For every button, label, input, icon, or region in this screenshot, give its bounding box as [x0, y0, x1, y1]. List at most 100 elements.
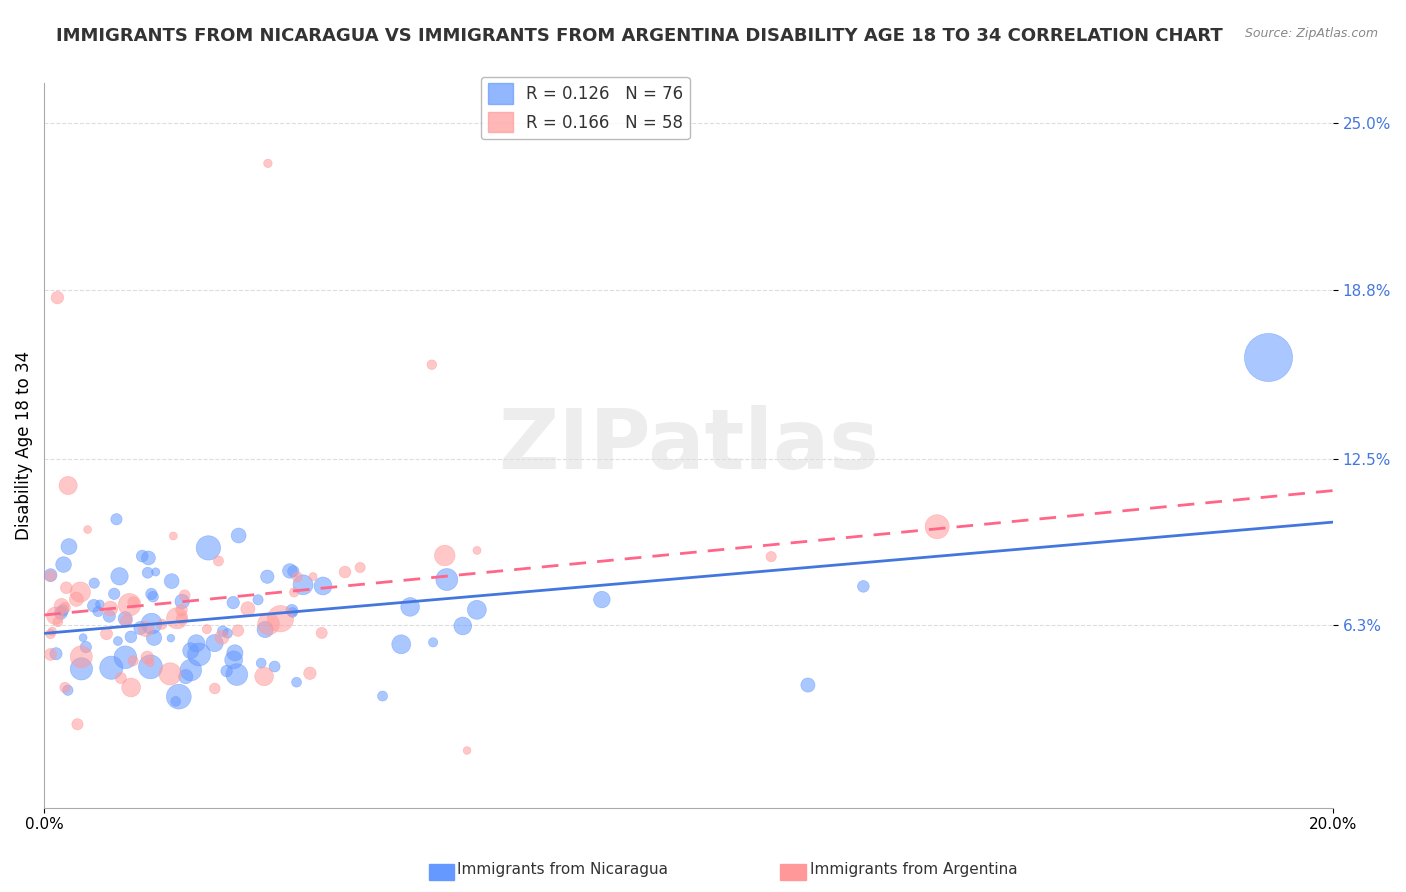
Point: [197, 541, 219, 555]
Text: Immigrants from Nicaragua: Immigrants from Nicaragua: [457, 863, 668, 877]
Point: [52, 558, 75, 572]
Point: [70, 662, 93, 676]
Point: [436, 573, 458, 587]
Point: [292, 578, 315, 592]
Point: [72, 631, 94, 645]
Point: [49, 606, 72, 620]
Point: [254, 623, 277, 637]
Point: [278, 564, 301, 578]
Point: [39, 569, 62, 583]
Point: [39, 627, 62, 641]
Point: [250, 656, 273, 670]
Point: [105, 512, 128, 526]
Point: [170, 603, 193, 617]
Point: [108, 569, 131, 583]
Point: [89, 597, 111, 611]
Point: [142, 590, 165, 604]
Point: [371, 689, 394, 703]
Point: [44, 608, 66, 623]
Point: [70, 649, 93, 664]
Point: [222, 596, 245, 610]
Point: [285, 675, 308, 690]
Point: [170, 612, 193, 626]
Point: [236, 601, 259, 615]
Point: [195, 622, 218, 636]
Point: [53, 681, 76, 695]
Point: [75, 640, 97, 654]
Point: [150, 617, 173, 632]
Point: [115, 614, 138, 628]
Point: [180, 663, 202, 677]
Point: [83, 576, 105, 591]
Point: [298, 666, 321, 681]
Point: [141, 587, 163, 601]
Point: [135, 622, 157, 636]
Point: [145, 565, 167, 579]
Point: [180, 644, 202, 658]
Point: [281, 606, 304, 620]
Point: [98, 601, 121, 615]
Point: [160, 574, 183, 589]
Point: [215, 664, 238, 678]
Point: [399, 599, 422, 614]
Point: [98, 609, 121, 624]
Point: [107, 634, 129, 648]
Point: [852, 579, 875, 593]
Point: [100, 661, 122, 675]
Point: [420, 358, 443, 372]
Point: [136, 566, 159, 580]
Point: [204, 636, 226, 650]
Point: [96, 626, 118, 640]
Point: [226, 624, 249, 638]
Point: [217, 626, 239, 640]
Legend: R = 0.126   N = 76, R = 0.166   N = 58: R = 0.126 N = 76, R = 0.166 N = 58: [481, 77, 690, 139]
Point: [204, 681, 226, 696]
Point: [162, 529, 184, 543]
Point: [927, 519, 949, 533]
Point: [110, 671, 132, 685]
Point: [228, 528, 250, 542]
Point: [456, 743, 478, 757]
Point: [797, 678, 820, 692]
Point: [333, 565, 356, 579]
Point: [311, 626, 333, 640]
Point: [122, 654, 145, 668]
Point: [263, 659, 285, 673]
Point: [139, 660, 162, 674]
Point: [58, 540, 80, 554]
Text: ZIPatlas: ZIPatlas: [498, 405, 879, 486]
Point: [41, 624, 63, 639]
Point: [46, 615, 69, 629]
Point: [207, 554, 229, 568]
Point: [136, 650, 159, 665]
Point: [283, 565, 305, 579]
Point: [56, 478, 79, 492]
Point: [160, 631, 183, 645]
Point: [56, 683, 79, 698]
Point: [53, 600, 76, 615]
Point: [173, 588, 195, 602]
Point: [131, 549, 153, 563]
Point: [1257, 350, 1279, 364]
Text: Immigrants from Argentina: Immigrants from Argentina: [810, 863, 1018, 877]
Point: [103, 587, 125, 601]
Point: [39, 568, 62, 582]
Point: [211, 624, 233, 639]
Point: [46, 291, 69, 305]
Y-axis label: Disability Age 18 to 34: Disability Age 18 to 34: [15, 351, 32, 540]
Point: [65, 592, 87, 607]
Point: [186, 636, 208, 650]
Point: [122, 595, 145, 609]
Point: [172, 594, 194, 608]
Point: [253, 669, 276, 683]
Point: [165, 694, 187, 708]
Point: [257, 156, 280, 170]
Point: [465, 603, 488, 617]
Point: [141, 616, 163, 631]
Point: [138, 551, 160, 566]
Point: [120, 681, 142, 695]
Point: [211, 631, 233, 645]
Point: [225, 667, 247, 681]
Text: Source: ZipAtlas.com: Source: ZipAtlas.com: [1244, 27, 1378, 40]
Point: [139, 656, 162, 670]
